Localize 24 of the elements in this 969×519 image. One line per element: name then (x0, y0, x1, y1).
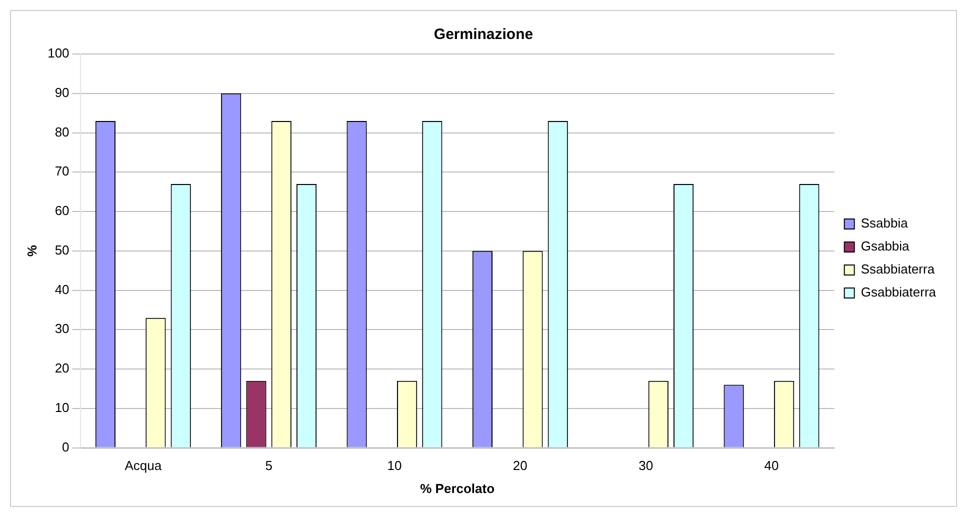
y-axis-title: % (24, 244, 40, 257)
y-tick-label: 90 (54, 84, 70, 100)
legend-label: Ssabbia (860, 216, 909, 231)
x-tick-label: 20 (512, 458, 528, 474)
x-axis-title: % Percolato (420, 480, 495, 496)
y-tick-label: 40 (54, 282, 70, 297)
x-tick-label: 10 (387, 458, 402, 474)
legend-label: Ssabbiaterra (860, 262, 936, 277)
x-tick-label: 40 (764, 458, 779, 474)
y-tick-label: 70 (54, 164, 70, 179)
y-tick-label: 20 (54, 360, 70, 376)
y-tick-label: 30 (54, 321, 70, 336)
y-tick-label: 10 (54, 400, 70, 415)
x-tick-label: 5 (265, 458, 272, 474)
y-tick-label: 100 (48, 46, 70, 61)
legend-label: Gsabbia (860, 238, 910, 254)
y-tick-label: 50 (54, 242, 70, 258)
y-tick-label: 80 (54, 124, 70, 140)
y-tick-label: 60 (54, 203, 70, 218)
chart-title: Germinazione (434, 26, 534, 44)
legend-label: Gsabbiaterra (860, 284, 937, 300)
y-tick-label: 0 (62, 439, 70, 454)
x-tick-label: 30 (638, 458, 654, 474)
x-tick-label: Acqua (124, 458, 162, 474)
